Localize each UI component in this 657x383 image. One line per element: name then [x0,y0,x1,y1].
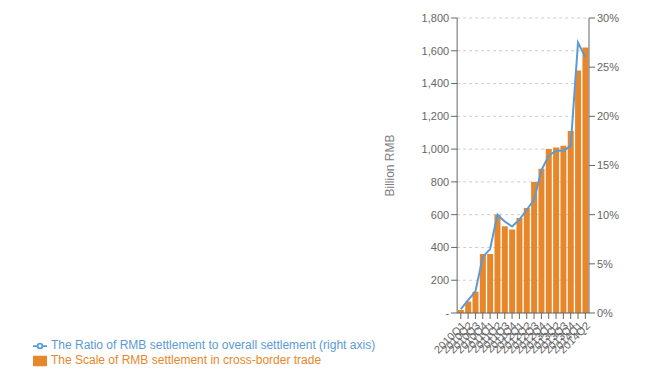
svg-text:1,000: 1,000 [422,143,450,155]
svg-text:-: - [445,307,449,319]
html-text:The Ratio of RMB settlement to: The Ratio of RMB settlement to overall s… [51,338,376,353]
svg-text:1,600: 1,600 [422,45,450,57]
svg-text:20%: 20% [597,110,619,122]
svg-text:1,200: 1,200 [422,110,450,122]
svg-text:25%: 25% [597,61,619,73]
svg-text:800: 800 [431,176,449,188]
svg-text:2014Q2: 2014Q2 [556,319,592,355]
svg-text:600: 600 [431,209,449,221]
svg-text:0%: 0% [597,307,613,319]
svg-text:30%: 30% [597,12,619,24]
html-text:The Scale of RMB settlement in: The Scale of RMB settlement in cross-bor… [51,353,322,368]
svg-text:10%: 10% [597,209,619,221]
svg-text:15%: 15% [597,159,619,171]
svg-text:Billion RMB: Billion RMB [383,134,397,196]
svg-text:5%: 5% [597,258,613,270]
svg-text:400: 400 [431,241,449,253]
svg-text:1,400: 1,400 [422,77,450,89]
svg-text:200: 200 [431,274,449,286]
svg-text:1,800: 1,800 [422,12,450,24]
